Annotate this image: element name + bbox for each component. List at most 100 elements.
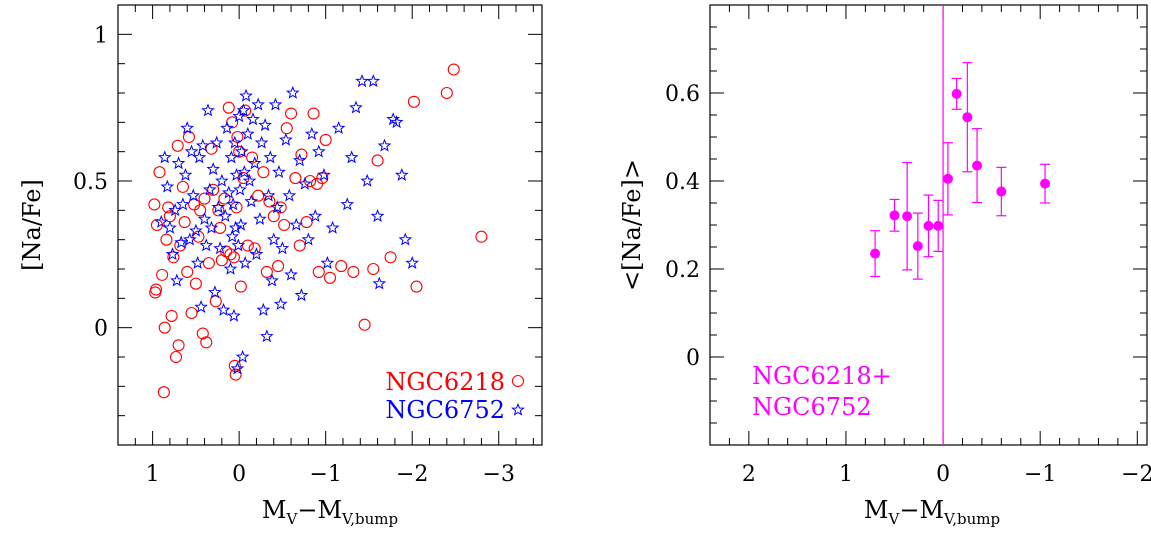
- data-point-ngc6218: [222, 101, 235, 114]
- right-x-label-sub1: V: [887, 510, 900, 528]
- left-data-marks: [148, 63, 488, 399]
- data-point-ngc6752: [394, 167, 409, 181]
- left-x-axis-label: MV−MV,bump: [262, 496, 398, 528]
- data-point-ngc6218: [178, 216, 191, 229]
- data-point-ngc6218: [182, 130, 196, 144]
- data-point-ngc6218: [149, 286, 162, 299]
- data-point-ngc6752: [226, 197, 240, 211]
- mean-data-point: [996, 186, 1007, 197]
- data-point-ngc6218: [218, 192, 231, 205]
- data-point-ngc6218: [241, 239, 254, 252]
- data-point-ngc6752: [204, 220, 219, 234]
- right-data-marks: [870, 5, 1051, 445]
- data-point-ngc6752: [189, 223, 203, 237]
- data-point-ngc6752: [186, 188, 201, 202]
- data-point-ngc6752: [273, 297, 288, 311]
- data-point-ngc6752: [202, 182, 217, 196]
- legend: NGC6218 NGC6752: [385, 368, 525, 424]
- data-point-ngc6218: [194, 204, 207, 217]
- data-point-ngc6752: [194, 299, 208, 313]
- data-point-ngc6752: [251, 97, 266, 111]
- right-legend-line-1: NGC6218+: [752, 362, 892, 390]
- left-axis-ticks: 1 0 −1 −2 −3 0 0.5 1: [73, 4, 542, 487]
- data-point-ngc6752: [304, 126, 319, 140]
- data-point-ngc6218: [371, 154, 384, 167]
- data-point-ngc6752: [301, 232, 316, 246]
- data-point-ngc6752: [289, 217, 304, 231]
- data-point-ngc6752: [206, 162, 221, 176]
- mean-data-point: [942, 173, 953, 184]
- data-point-ngc6752: [258, 118, 272, 132]
- data-point-ngc6218: [156, 268, 169, 281]
- data-point-ngc6218: [214, 221, 227, 234]
- data-point-ngc6752: [311, 144, 326, 158]
- data-point-ngc6752: [235, 349, 250, 363]
- left-x-label-sub1: V: [285, 510, 298, 528]
- data-point-ngc6218: [447, 63, 460, 76]
- data-point-ngc6218: [171, 139, 184, 152]
- data-point-ngc6752: [349, 100, 363, 114]
- data-point-ngc6218: [257, 166, 270, 179]
- data-point-ngc6218: [289, 172, 302, 185]
- data-point-ngc6752: [344, 150, 359, 164]
- mean-data-point: [923, 220, 934, 231]
- legend-marker-ngc6752: [511, 402, 525, 416]
- data-point-ngc6752: [182, 232, 197, 246]
- data-point-ngc6218: [319, 133, 332, 146]
- data-point-ngc6218: [347, 265, 360, 278]
- y-tick-label: 0.6: [665, 82, 700, 107]
- data-point-ngc6752: [285, 85, 300, 99]
- legend-label-ngc6218: NGC6218: [385, 368, 505, 396]
- data-point-ngc6752: [355, 74, 369, 88]
- data-point-ngc6218: [185, 306, 198, 320]
- right-mean-panel: 2 1 0 −1 −2 0 0.2 0.4 0.6 <[Na/Fe]> MV−MV,bump N…: [618, 4, 1151, 528]
- data-point-ngc6752: [377, 138, 392, 152]
- data-point-ngc6218: [165, 309, 178, 322]
- data-point-ngc6752: [284, 267, 298, 281]
- data-point-ngc6752: [260, 329, 274, 343]
- data-point-ngc6752: [272, 165, 286, 179]
- data-point-ngc6218: [278, 218, 291, 232]
- data-point-ngc6218: [335, 260, 348, 273]
- mean-data-point: [889, 210, 900, 221]
- right-legend-line-2: NGC6752: [752, 393, 872, 421]
- x-tick-label: 2: [742, 462, 756, 487]
- data-point-ngc6218: [207, 183, 220, 196]
- y-tick-label: 0: [686, 346, 700, 371]
- data-point-ngc6752: [234, 144, 249, 158]
- mean-data-point: [902, 211, 913, 222]
- x-tick-label: 0: [232, 462, 246, 487]
- left-x-label-dash: −M: [297, 496, 342, 524]
- data-point-ngc6752: [174, 235, 188, 249]
- mean-data-point: [1040, 178, 1051, 189]
- data-point-ngc6752: [246, 112, 260, 126]
- data-point-ngc6752: [372, 276, 387, 290]
- data-point-ngc6218: [229, 368, 242, 381]
- data-point-ngc6218: [248, 242, 261, 255]
- data-point-ngc6752: [308, 209, 323, 223]
- data-point-ngc6752: [157, 150, 172, 164]
- data-point-ngc6752: [154, 214, 169, 228]
- mean-data-point: [912, 241, 923, 252]
- data-point-ngc6752: [238, 255, 253, 269]
- legend-marker-ngc6218: [511, 374, 525, 388]
- data-point-ngc6752: [184, 144, 199, 158]
- data-point-ngc6218: [295, 148, 308, 161]
- data-point-ngc6752: [249, 247, 264, 261]
- data-point-ngc6752: [236, 103, 251, 117]
- data-point-ngc6752: [208, 285, 222, 299]
- left-plot-frame: [117, 4, 543, 446]
- data-point-ngc6752: [176, 197, 190, 211]
- data-point-ngc6218: [234, 280, 247, 293]
- data-point-ngc6752: [270, 200, 285, 214]
- data-point-ngc6218: [440, 86, 453, 100]
- mean-data-point: [933, 220, 944, 231]
- mean-data-point: [972, 160, 983, 171]
- data-point-ngc6752: [180, 121, 195, 135]
- y-tick-label: 0.2: [665, 258, 700, 283]
- right-axis-ticks: 2 1 0 −1 −2 0 0.2 0.4 0.6: [665, 4, 1151, 487]
- data-point-ngc6218: [198, 192, 211, 205]
- data-point-ngc6752: [165, 247, 180, 261]
- data-point-ngc6752: [279, 132, 293, 146]
